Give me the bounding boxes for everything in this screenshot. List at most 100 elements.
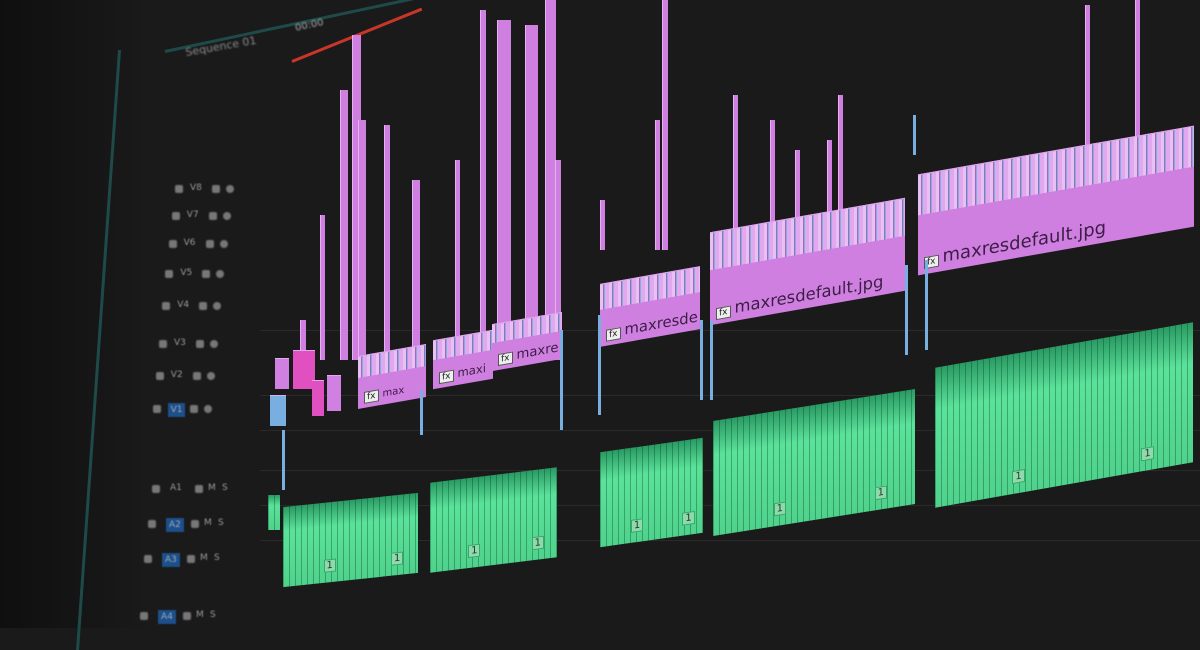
- speaker-icon[interactable]: [195, 485, 203, 493]
- video-clip[interactable]: [293, 350, 315, 389]
- mute-button[interactable]: M: [200, 553, 208, 563]
- video-clip-stack[interactable]: [497, 20, 512, 360]
- mute-button[interactable]: M: [204, 518, 212, 528]
- toggle-output-icon[interactable]: [212, 185, 220, 193]
- video-clip-stack[interactable]: [827, 140, 832, 250]
- track-label-a1[interactable]: A1: [170, 483, 182, 493]
- video-clip-stack[interactable]: [358, 120, 366, 360]
- video-clip[interactable]: fx maxresdefault.jpg: [918, 125, 1194, 276]
- mute-button[interactable]: M: [208, 483, 216, 493]
- track-label-v1[interactable]: V1: [167, 403, 186, 417]
- fx-badge-icon: fx: [716, 305, 731, 321]
- toggle-output-icon[interactable]: [192, 372, 201, 380]
- eye-icon[interactable]: [222, 212, 231, 220]
- toggle-output-icon[interactable]: [205, 240, 214, 248]
- video-clip-stack[interactable]: [1135, 0, 1141, 200]
- audio-channel-label: 1: [874, 485, 887, 501]
- eye-icon[interactable]: [216, 270, 225, 278]
- video-clip-stack[interactable]: [655, 120, 660, 250]
- audio-channel-label: 1: [468, 543, 481, 559]
- video-clip-stack[interactable]: [838, 95, 843, 250]
- solo-button[interactable]: S: [214, 553, 220, 563]
- video-clip-stack[interactable]: [795, 150, 801, 250]
- lock-icon[interactable]: [152, 485, 160, 493]
- lock-icon[interactable]: [159, 340, 167, 348]
- eye-icon[interactable]: [226, 185, 234, 193]
- eye-icon[interactable]: [206, 372, 215, 380]
- toggle-output-icon[interactable]: [196, 340, 204, 348]
- video-clip-stack[interactable]: [384, 125, 390, 360]
- video-clip-stack[interactable]: [662, 0, 668, 250]
- clip-name: maxresdefault.jpg: [734, 271, 884, 317]
- eye-icon[interactable]: [203, 405, 212, 413]
- video-clip-stack[interactable]: [455, 160, 461, 360]
- speaker-icon[interactable]: [183, 612, 191, 620]
- lock-icon[interactable]: [165, 270, 174, 278]
- video-clip-stack[interactable]: [545, 0, 556, 360]
- video-clip[interactable]: [270, 395, 286, 426]
- video-clip-stack[interactable]: [352, 35, 362, 360]
- track-label-v7[interactable]: V7: [186, 210, 199, 220]
- toggle-output-icon[interactable]: [202, 270, 211, 278]
- lock-icon[interactable]: [175, 185, 183, 193]
- solo-button[interactable]: S: [222, 483, 228, 493]
- video-clip-stack[interactable]: [525, 25, 538, 360]
- video-clip-stack[interactable]: [600, 200, 605, 250]
- fx-badge-icon: fx: [606, 327, 621, 342]
- video-clip-stack[interactable]: [480, 10, 486, 360]
- toggle-output-icon[interactable]: [189, 405, 198, 413]
- eye-icon[interactable]: [213, 302, 222, 310]
- video-clip-stack[interactable]: [320, 215, 325, 360]
- toggle-output-icon[interactable]: [208, 212, 217, 220]
- audio-clip[interactable]: [268, 495, 280, 530]
- track-label-a3[interactable]: A3: [162, 553, 180, 567]
- eye-icon[interactable]: [219, 240, 228, 248]
- speaker-icon[interactable]: [191, 520, 199, 528]
- lock-icon[interactable]: [148, 520, 156, 528]
- lock-icon[interactable]: [171, 212, 180, 220]
- video-clip-stack[interactable]: [770, 120, 775, 250]
- solo-button[interactable]: S: [218, 518, 224, 528]
- video-clip[interactable]: [327, 375, 341, 411]
- lock-icon[interactable]: [155, 372, 164, 380]
- speaker-icon[interactable]: [187, 555, 195, 563]
- video-clip[interactable]: [275, 358, 289, 389]
- video-clip[interactable]: [312, 380, 324, 416]
- track-label-v5[interactable]: V5: [180, 268, 193, 278]
- video-clip-stack[interactable]: [340, 90, 348, 360]
- lock-icon[interactable]: [168, 240, 177, 248]
- toggle-output-icon[interactable]: [199, 302, 208, 310]
- track-divider: [260, 330, 1200, 331]
- video-clip-stack[interactable]: [555, 160, 561, 360]
- track-label-v2[interactable]: V2: [170, 370, 183, 380]
- clip-name: maxresdefault.jpg: [942, 217, 1107, 268]
- video-clip[interactable]: fx maxresdefault.jpg: [710, 197, 905, 326]
- lock-icon[interactable]: [152, 405, 161, 413]
- eye-icon[interactable]: [210, 340, 218, 348]
- lock-icon[interactable]: [144, 555, 152, 563]
- track-label-a4[interactable]: A4: [158, 610, 176, 624]
- lock-icon[interactable]: [140, 612, 148, 620]
- video-clip-stack[interactable]: [412, 180, 420, 360]
- video-clip-stack[interactable]: [1085, 5, 1090, 200]
- track-label-v6[interactable]: V6: [183, 238, 196, 248]
- mute-button[interactable]: M: [196, 610, 204, 620]
- track-label-v4[interactable]: V4: [177, 300, 190, 310]
- lock-icon[interactable]: [162, 302, 171, 310]
- fx-badge-icon: fx: [498, 351, 513, 367]
- track-divider: [260, 540, 1200, 541]
- video-clip[interactable]: fx maxi: [433, 329, 493, 390]
- video-clip[interactable]: fx max: [358, 344, 426, 409]
- track-label-v8[interactable]: V8: [190, 183, 202, 193]
- track-label-a2[interactable]: A2: [166, 518, 184, 532]
- video-clip[interactable]: fx maxresde: [600, 266, 700, 347]
- video-clip-stack[interactable]: [733, 95, 738, 250]
- video-clip-stack[interactable]: [300, 320, 306, 360]
- solo-button[interactable]: S: [210, 610, 216, 620]
- track-label-v3[interactable]: V3: [174, 338, 186, 348]
